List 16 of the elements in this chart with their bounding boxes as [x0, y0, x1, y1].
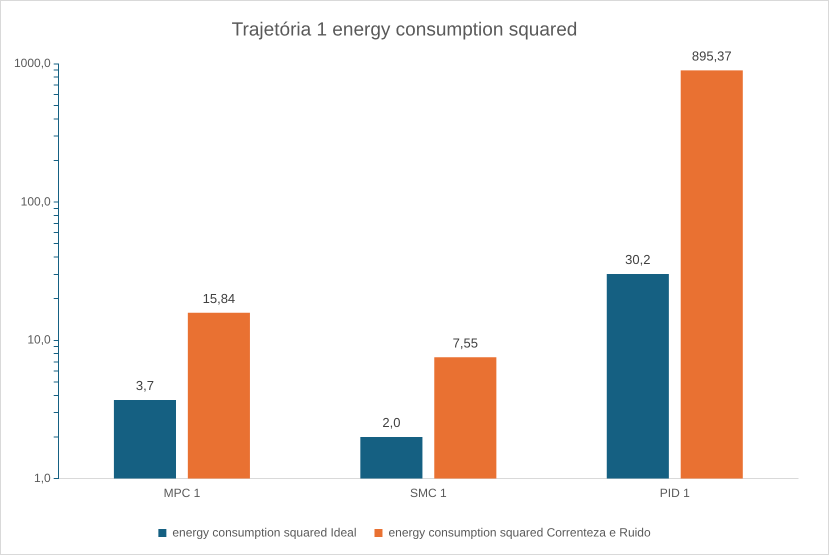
y-tick-label: 100,0 — [20, 194, 52, 208]
x-tick-label: PID 1 — [660, 486, 690, 500]
data-label: 7,55 — [452, 335, 478, 350]
legend-label: energy consumption squared Correnteza e Ruido — [388, 525, 651, 540]
data-label: 3,7 — [136, 378, 154, 394]
x-tick-label: SMC 1 — [410, 486, 448, 500]
x-tick-label: MPC 1 — [164, 486, 201, 500]
data-label: 2,0 — [382, 415, 400, 430]
y-tick-label: 10,0 — [27, 332, 52, 347]
y-tick-label: 1,0 — [34, 470, 52, 485]
y-tick-label: 1000,0 — [14, 56, 52, 70]
legend-label: energy consumption squared Ideal — [172, 525, 356, 540]
data-label: 15,84 — [202, 290, 236, 306]
data-label: 30,2 — [625, 252, 650, 268]
chart-title: Trajetória 1 energy consumption squared — [232, 20, 578, 41]
data-label: 895,37 — [692, 48, 732, 64]
